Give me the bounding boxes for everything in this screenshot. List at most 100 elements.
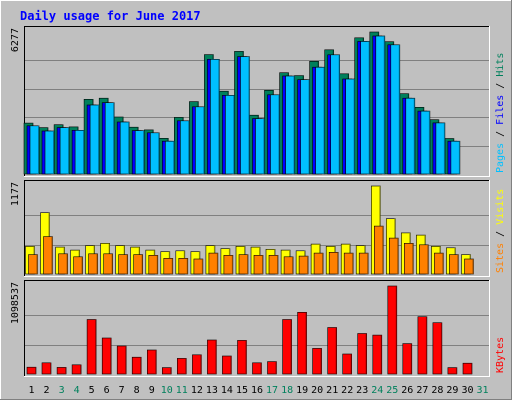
x-label-day-26: 26: [401, 385, 413, 396]
bar-pages-day-21: [330, 54, 341, 175]
panel-visits-sites: 1177 Sites / Visits: [10, 180, 506, 277]
bar-kbytes-day-17: [267, 361, 277, 375]
bar-sites-day-12: [193, 258, 204, 275]
bar-sites-day-16: [253, 255, 264, 275]
bar-sites-day-17: [268, 255, 279, 275]
legend-pages-files-hits: Pages / Files / Hits: [495, 53, 506, 173]
bar-kbytes-day-13: [207, 339, 217, 375]
bar-sites-day-1: [28, 254, 38, 275]
bar-kbytes-day-18: [282, 319, 292, 375]
bar-sites-day-9: [148, 255, 159, 275]
bar-pages-day-12: [195, 106, 205, 175]
bar-sites-day-21: [328, 252, 339, 275]
bar-kbytes-day-23: [357, 333, 368, 375]
bar-pages-day-26: [405, 97, 416, 175]
bar-pages-day-6: [104, 102, 115, 175]
bar-kbytes-day-21: [327, 327, 338, 375]
bar-sites-day-20: [313, 252, 324, 275]
bar-pages-day-16: [255, 118, 265, 175]
legend-separator: /: [495, 125, 506, 143]
bar-pages-day-15: [240, 56, 250, 175]
bar-kbytes-day-26: [402, 343, 413, 375]
x-label-day-31: 31: [476, 385, 488, 396]
bar-kbytes-day-20: [312, 348, 322, 375]
chart-title: Daily usage for June 2017: [20, 9, 201, 23]
x-label-day-1: 1: [28, 385, 34, 396]
bar-kbytes-day-3: [56, 367, 67, 375]
x-label-day-7: 7: [119, 385, 125, 396]
legend-separator: /: [495, 225, 506, 243]
legend-pages: Pages: [495, 143, 506, 173]
y-max-label: 1098537: [10, 282, 21, 324]
bar-kbytes-day-7: [116, 345, 127, 375]
x-label-day-8: 8: [134, 385, 140, 396]
bar-kbytes-day-6: [101, 337, 112, 375]
x-label-day-11: 11: [176, 385, 188, 396]
bar-sites-day-15: [238, 254, 249, 275]
x-label-day-14: 14: [221, 385, 233, 396]
bar-pages-day-4: [74, 130, 85, 175]
bar-kbytes-day-14: [222, 355, 232, 375]
x-label-day-21: 21: [326, 385, 338, 396]
bar-pages-day-11: [180, 120, 190, 175]
legend-sites: Sites: [495, 243, 506, 273]
bar-pages-day-24: [375, 35, 386, 175]
bar-kbytes-day-27: [417, 316, 428, 375]
bar-sites-day-30: [464, 258, 474, 275]
x-label-day-30: 30: [461, 385, 473, 396]
legend-visits: Visits: [495, 189, 506, 225]
x-label-day-5: 5: [89, 385, 95, 396]
bar-kbytes-day-4: [71, 364, 82, 375]
bar-pages-day-14: [225, 95, 235, 175]
bar-pages-day-2: [44, 130, 55, 175]
bar-sites-day-19: [298, 255, 309, 275]
bar-sites-day-5: [88, 253, 98, 275]
bar-sites-day-7: [118, 254, 128, 275]
bar-pages-day-3: [59, 127, 70, 175]
x-label-day-27: 27: [416, 385, 428, 396]
bar-sites-day-10: [163, 257, 174, 275]
chart-panels: 6277 Pages / Files / Hits 1177 Sites / Visi…: [10, 26, 506, 377]
bar-pages-day-25: [390, 44, 401, 175]
x-label-day-10: 10: [161, 385, 173, 396]
bar-sites-day-25: [388, 237, 399, 275]
x-label-day-24: 24: [371, 385, 383, 396]
x-label-day-16: 16: [251, 385, 263, 396]
panel-kbytes: 1098537 KBytes: [10, 280, 506, 377]
bar-pages-day-20: [315, 66, 325, 175]
bar-pages-day-22: [345, 78, 356, 175]
legend-kbytes: KBytes: [495, 337, 506, 373]
bar-kbytes-day-25: [387, 285, 398, 375]
bar-pages-day-8: [134, 130, 145, 175]
bar-pages-day-23: [360, 41, 371, 175]
bar-pages-day-9: [150, 132, 160, 175]
bar-kbytes-day-22: [342, 353, 353, 375]
bar-sites-day-6: [103, 253, 113, 275]
legend-kbytes: KBytes: [495, 337, 506, 373]
bar-pages-day-1: [29, 125, 40, 175]
x-label-day-4: 4: [74, 385, 80, 396]
bar-kbytes-day-16: [252, 362, 262, 375]
bar-kbytes-day-12: [192, 354, 202, 375]
x-label-day-12: 12: [191, 385, 203, 396]
bar-kbytes-day-10: [162, 367, 172, 375]
x-label-day-22: 22: [341, 385, 353, 396]
bar-pages-day-7: [119, 121, 130, 175]
bar-kbytes-day-2: [41, 362, 52, 375]
x-label-day-6: 6: [104, 385, 110, 396]
bar-pages-day-19: [300, 79, 310, 175]
bar-sites-day-13: [208, 252, 219, 275]
bar-kbytes-day-28: [432, 322, 443, 375]
bar-kbytes-day-15: [237, 340, 247, 375]
panel-background: [24, 280, 490, 377]
bar-pages-day-27: [420, 110, 431, 175]
legend-separator: /: [495, 77, 506, 95]
bar-sites-day-14: [223, 255, 234, 275]
bar-sites-day-3: [58, 253, 68, 275]
x-label-day-19: 19: [296, 385, 308, 396]
bar-pages-day-13: [210, 58, 220, 175]
bar-sites-day-27: [419, 244, 429, 275]
bar-pages-day-5: [89, 104, 100, 175]
x-label-day-29: 29: [446, 385, 458, 396]
